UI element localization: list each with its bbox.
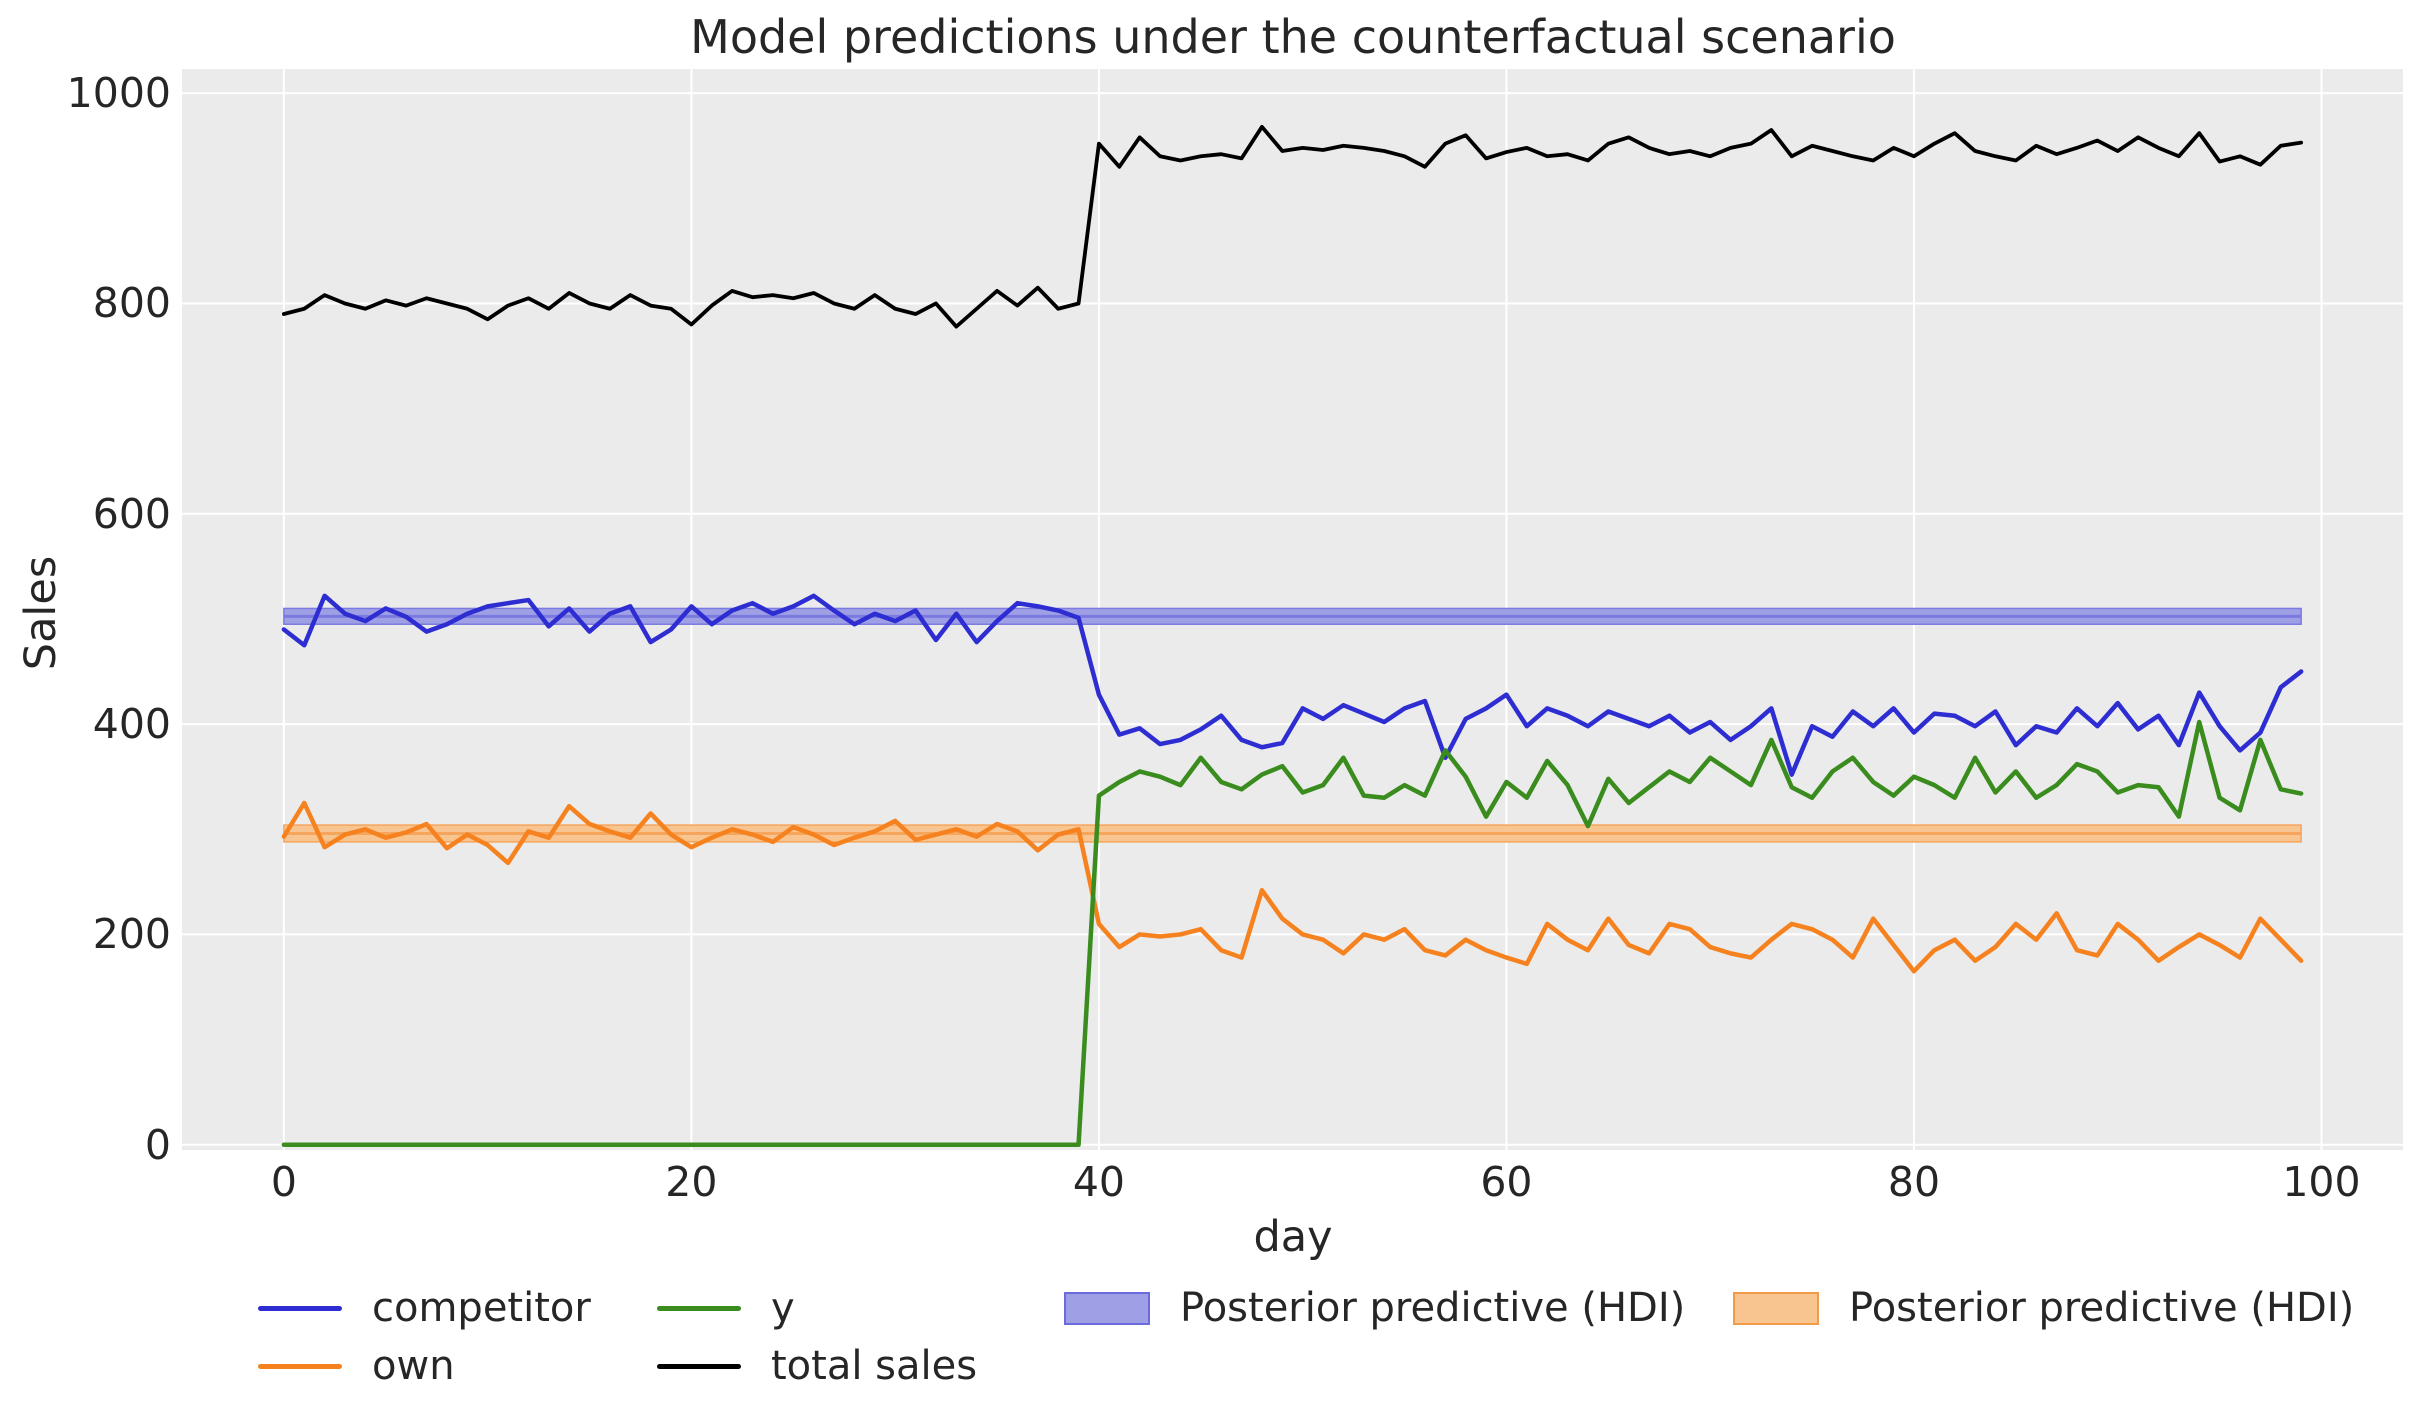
legend-patch-swatch <box>1064 1291 1150 1325</box>
y-tick-label: 0 <box>144 1120 171 1169</box>
legend-patch-swatch <box>1733 1291 1819 1325</box>
x-tick-label: 40 <box>1072 1158 1125 1206</box>
x-tick-label: 0 <box>270 1158 297 1206</box>
x-tick-label: 80 <box>1887 1158 1941 1206</box>
legend-line-swatch <box>657 1305 741 1311</box>
legend-item-posterior-predictive-hdi-own: Posterior predictive (HDI) <box>1733 1285 2355 1331</box>
y-tick-label: 800 <box>92 279 171 328</box>
legend-label: Posterior predictive (HDI) <box>1849 1285 2355 1331</box>
legend-label: own <box>372 1343 455 1389</box>
legend-line-swatch <box>258 1305 342 1311</box>
y-axis-label: Sales <box>16 555 66 671</box>
chart-title: Model predictions under the counterfactu… <box>690 10 1896 64</box>
x-tick-label: 60 <box>1480 1158 1533 1206</box>
legend-item-competitor: competitor <box>258 1285 591 1331</box>
x-tick-label: 20 <box>665 1158 718 1206</box>
legend-label: total sales <box>771 1343 978 1389</box>
y-tick-label: 600 <box>92 489 171 538</box>
legend-line-swatch <box>258 1363 342 1369</box>
series-line-own <box>281 800 2304 974</box>
x-tick-label: 100 <box>2282 1158 2361 1206</box>
legend-item-posterior-predictive-hdi-competitor: Posterior predictive (HDI) <box>1064 1285 1686 1331</box>
series-line-y <box>281 719 2304 1147</box>
y-tick-label: 1000 <box>66 69 171 118</box>
y-tick-label: 200 <box>92 910 171 959</box>
series-line-competitor <box>281 593 2304 777</box>
legend-item-total-sales: total sales <box>657 1343 978 1389</box>
series-line-total-sales <box>281 124 2304 329</box>
legend-label: Posterior predictive (HDI) <box>1180 1285 1686 1331</box>
legend-item-own: own <box>258 1343 455 1389</box>
legend-item-y: y <box>657 1285 795 1331</box>
x-axis-label: day <box>1253 1212 1333 1262</box>
legend-label: y <box>771 1285 795 1331</box>
legend-line-swatch <box>657 1363 741 1369</box>
y-tick-label: 400 <box>92 700 171 749</box>
legend-label: competitor <box>372 1285 591 1331</box>
